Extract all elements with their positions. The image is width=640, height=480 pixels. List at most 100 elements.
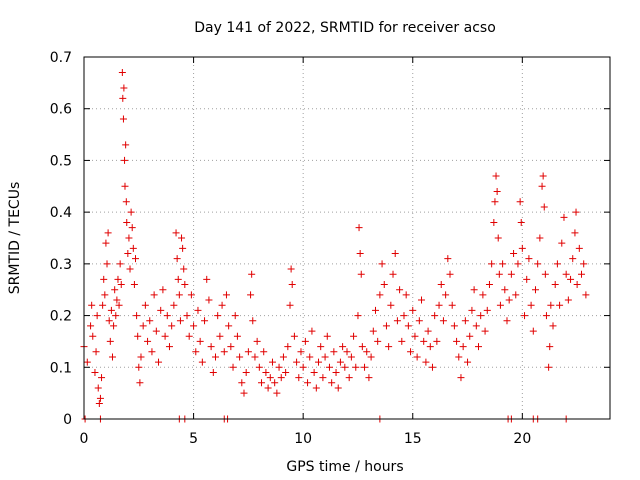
data-point bbox=[248, 270, 256, 278]
data-point bbox=[207, 343, 215, 351]
data-point bbox=[179, 244, 187, 252]
data-point bbox=[262, 368, 270, 376]
data-point bbox=[299, 363, 307, 371]
data-point bbox=[365, 374, 373, 382]
y-tick-label: 0.6 bbox=[50, 102, 72, 118]
y-tick-label: 0 bbox=[63, 412, 72, 428]
data-point bbox=[284, 343, 292, 351]
data-point bbox=[461, 317, 469, 325]
data-point bbox=[123, 218, 131, 226]
y-axis-label: SRMTID / TECUs bbox=[7, 182, 23, 295]
data-point bbox=[572, 208, 580, 216]
data-point bbox=[100, 275, 108, 283]
data-point bbox=[225, 322, 233, 330]
data-point bbox=[108, 353, 116, 361]
data-point bbox=[183, 312, 191, 320]
data-point bbox=[363, 348, 371, 356]
data-point bbox=[306, 353, 314, 361]
data-point bbox=[136, 379, 144, 387]
data-points bbox=[80, 69, 590, 423]
data-point bbox=[534, 260, 542, 268]
data-point bbox=[190, 322, 198, 330]
data-point bbox=[446, 270, 454, 278]
data-point bbox=[330, 348, 338, 356]
data-point bbox=[418, 296, 426, 304]
data-point bbox=[220, 348, 228, 356]
data-point bbox=[341, 363, 349, 371]
grid-lines bbox=[84, 57, 610, 419]
data-point bbox=[129, 244, 137, 252]
data-point bbox=[393, 317, 401, 325]
data-point bbox=[172, 229, 180, 237]
data-point bbox=[282, 368, 290, 376]
data-point bbox=[301, 337, 309, 345]
data-point bbox=[266, 374, 274, 382]
data-point bbox=[479, 291, 487, 299]
data-point bbox=[483, 306, 491, 314]
data-point bbox=[516, 198, 524, 206]
data-point bbox=[260, 348, 268, 356]
data-point bbox=[507, 270, 515, 278]
data-point bbox=[580, 260, 588, 268]
data-point bbox=[141, 301, 149, 309]
data-point bbox=[126, 265, 134, 273]
data-point bbox=[83, 358, 91, 366]
data-point bbox=[286, 301, 294, 309]
data-point bbox=[409, 306, 417, 314]
data-point bbox=[391, 250, 399, 258]
x-tick-label: 15 bbox=[404, 431, 422, 447]
data-point bbox=[95, 399, 103, 407]
data-point bbox=[325, 363, 333, 371]
data-point bbox=[216, 332, 224, 340]
data-point bbox=[424, 327, 432, 335]
data-point bbox=[277, 374, 285, 382]
data-point bbox=[415, 317, 423, 325]
data-point bbox=[273, 389, 281, 397]
data-point bbox=[279, 353, 287, 361]
data-point bbox=[398, 337, 406, 345]
data-point bbox=[339, 343, 347, 351]
x-tick-label: 5 bbox=[189, 431, 198, 447]
data-point bbox=[159, 286, 167, 294]
data-point bbox=[118, 69, 126, 77]
data-point bbox=[466, 332, 474, 340]
data-point bbox=[310, 368, 318, 376]
data-point bbox=[119, 94, 127, 102]
data-point bbox=[111, 286, 119, 294]
data-point bbox=[148, 348, 156, 356]
data-point bbox=[185, 332, 193, 340]
data-point bbox=[470, 286, 478, 294]
data-point bbox=[122, 141, 130, 149]
data-point bbox=[288, 281, 296, 289]
data-point bbox=[163, 312, 171, 320]
data-point bbox=[556, 301, 564, 309]
data-point bbox=[551, 281, 559, 289]
data-point bbox=[120, 84, 128, 92]
data-point bbox=[247, 291, 255, 299]
x-axis-label: GPS time / hours bbox=[286, 459, 403, 475]
data-point bbox=[107, 306, 115, 314]
data-point bbox=[350, 332, 358, 340]
data-point bbox=[121, 182, 129, 190]
data-point bbox=[422, 358, 430, 366]
data-point bbox=[181, 281, 189, 289]
data-point bbox=[512, 291, 520, 299]
data-point bbox=[448, 301, 456, 309]
data-point bbox=[170, 301, 178, 309]
data-point bbox=[385, 343, 393, 351]
data-point bbox=[201, 317, 209, 325]
data-point bbox=[264, 384, 272, 392]
data-point bbox=[102, 239, 110, 247]
data-point bbox=[112, 312, 120, 320]
data-point bbox=[113, 296, 121, 304]
data-point bbox=[92, 348, 100, 356]
data-point bbox=[494, 234, 502, 242]
data-point bbox=[87, 322, 95, 330]
data-point bbox=[105, 317, 113, 325]
data-point bbox=[514, 260, 522, 268]
data-point bbox=[413, 353, 421, 361]
data-point bbox=[564, 296, 572, 304]
data-point bbox=[229, 363, 237, 371]
data-point bbox=[212, 353, 219, 361]
data-point bbox=[450, 322, 458, 330]
